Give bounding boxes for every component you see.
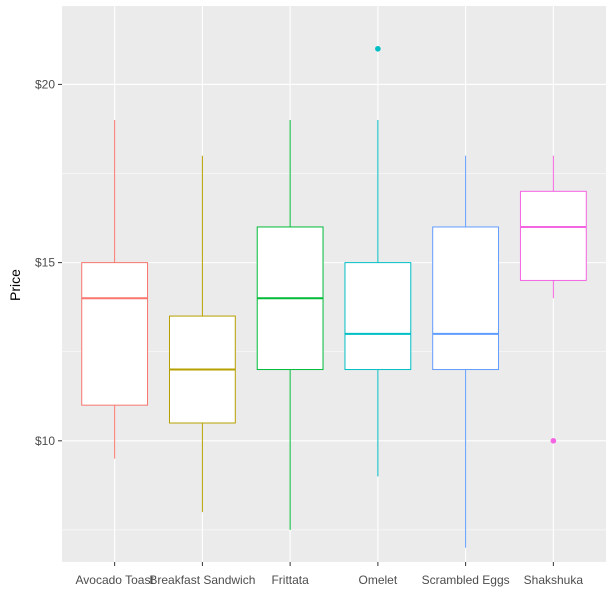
box-scrambled-eggs [432,155,500,548]
plot-panel [62,6,606,562]
y-axis: $10 $15 $20 [35,77,62,448]
y-tick-label: $10 [35,434,55,448]
x-tick-label: Breakfast Sandwich [149,573,255,587]
x-tick-label: Avocado Toast [76,573,155,587]
outlier-point [550,438,557,444]
box-breakfast-sandwich [168,155,236,513]
iqr-box [519,190,587,281]
box-omelet [344,45,412,477]
x-tick-label: Frittata [271,573,309,587]
iqr-box [432,226,500,371]
box-frittata [256,120,324,530]
x-tick-label: Scrambled Eggs [422,573,510,587]
iqr-box [81,262,149,406]
outlier-point [375,45,381,52]
y-axis-title: Price [7,269,23,301]
minor-gridlines [62,173,606,531]
box-avocado-toast [81,120,149,459]
x-tick-label: Shakshuka [524,573,584,587]
x-tick-label: Omelet [359,573,398,587]
y-tick-label: $15 [35,256,55,270]
iqr-box [344,262,412,371]
box-shakshuka [519,155,587,444]
box-series [81,45,587,548]
y-tick-label: $20 [35,77,55,91]
